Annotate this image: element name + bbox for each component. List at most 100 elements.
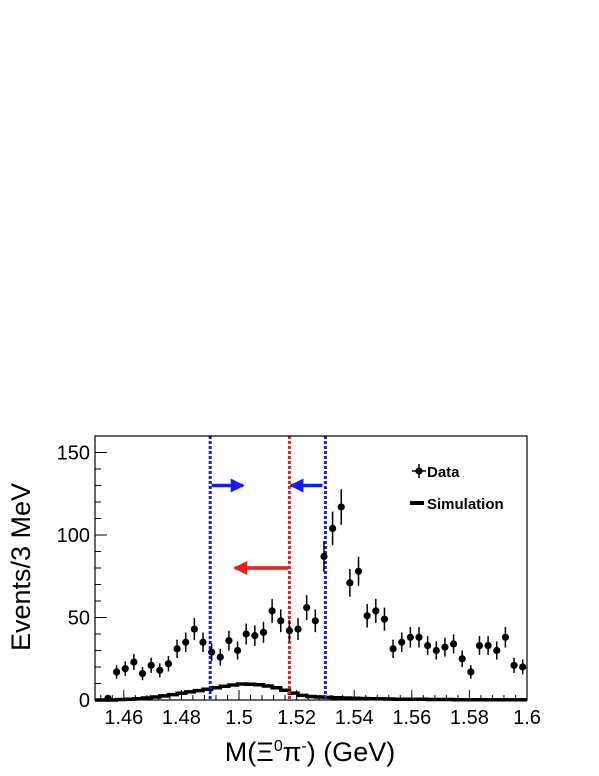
data-point-marker <box>363 612 371 620</box>
data-point-marker <box>216 653 224 661</box>
data-point <box>398 632 406 652</box>
data-point <box>458 650 466 667</box>
tick-labels: 1.46 1.48 1.5 1.52 1.54 1.56 1.58 1.6 0 50 100 150 <box>57 443 541 730</box>
x-tick-label: 1.5 <box>225 707 253 729</box>
data-point-marker <box>113 668 121 676</box>
legend-data-marker <box>415 467 423 475</box>
data-point <box>268 598 276 623</box>
data-point <box>294 618 302 640</box>
y-axis-title: Events/3 MeV <box>6 483 36 651</box>
data-point-marker <box>510 661 518 669</box>
data-point-marker <box>406 633 414 641</box>
x-tick-label: 1.58 <box>450 707 489 729</box>
legend: Data Simulation <box>410 464 504 513</box>
data-point-marker <box>173 645 181 653</box>
data-point-marker <box>467 668 475 676</box>
data-point <box>208 643 216 662</box>
data-point-marker <box>372 607 380 615</box>
data-point <box>216 648 224 666</box>
x-tick-label: 1.54 <box>335 707 374 729</box>
data-point <box>182 632 190 652</box>
data-point <box>380 607 389 631</box>
data-point-marker <box>251 632 259 640</box>
data-point <box>285 619 293 642</box>
data-point <box>277 609 285 633</box>
data-point <box>113 665 121 679</box>
data-point-marker <box>138 670 147 678</box>
data-point <box>199 632 207 652</box>
data-point <box>406 627 414 648</box>
data-point-marker <box>458 655 466 663</box>
data-point-marker <box>285 627 293 635</box>
data-points <box>104 489 527 702</box>
data-point-marker <box>415 633 423 641</box>
data-point <box>475 636 484 655</box>
data-point <box>190 618 198 640</box>
data-point-marker <box>242 630 250 638</box>
data-point-marker <box>164 660 173 668</box>
data-point-marker <box>475 641 484 650</box>
data-point <box>449 634 458 654</box>
data-point-marker <box>294 625 302 633</box>
data-point-marker <box>225 637 233 645</box>
data-point <box>484 636 492 655</box>
data-point-marker <box>398 638 406 646</box>
x-tick-label: 1.52 <box>277 707 316 729</box>
data-point-marker <box>493 646 501 655</box>
x-tick-label: 1.46 <box>104 707 143 729</box>
data-point <box>173 639 181 659</box>
data-point-marker <box>337 503 345 511</box>
data-point-marker <box>303 604 311 612</box>
data-point-marker <box>104 694 112 702</box>
data-point <box>432 641 440 660</box>
data-point <box>493 641 501 660</box>
data-point-marker <box>268 607 276 615</box>
data-point <box>259 621 268 643</box>
data-point <box>130 654 138 670</box>
data-point <box>424 636 432 655</box>
data-point-marker <box>233 646 242 655</box>
data-point <box>138 667 147 681</box>
data-point <box>372 598 380 623</box>
data-point-marker <box>311 617 319 625</box>
data-point-marker <box>156 666 164 674</box>
data-point-marker <box>389 645 397 653</box>
data-point-marker <box>354 567 363 575</box>
data-point <box>104 694 112 702</box>
data-point-marker <box>380 615 389 623</box>
x-axis-title: M(Ξ0π-) (GeV) <box>225 737 395 767</box>
cut-arrows <box>211 478 323 575</box>
data-point-marker <box>449 640 458 648</box>
y-tick-label: 0 <box>79 690 90 712</box>
data-point <box>242 623 250 645</box>
data-point-marker <box>484 641 492 650</box>
data-point <box>441 637 449 657</box>
data-point <box>329 511 337 546</box>
data-point <box>121 661 129 676</box>
data-point <box>311 609 319 633</box>
data-point <box>510 657 518 673</box>
simulation-histogram <box>95 682 527 702</box>
axes <box>94 435 528 701</box>
data-point-marker <box>432 646 440 655</box>
data-point-marker <box>182 638 190 646</box>
data-point <box>225 630 233 651</box>
data-point <box>320 541 328 572</box>
data-point-marker <box>320 552 328 561</box>
legend-data-label: Data <box>427 464 460 481</box>
x-tick-label: 1.48 <box>162 707 201 729</box>
data-point-marker <box>147 661 155 669</box>
data-point <box>303 595 311 620</box>
data-point-marker <box>190 625 198 633</box>
data-point-marker <box>199 638 207 646</box>
data-point-marker <box>424 641 432 650</box>
data-point-marker <box>519 663 527 671</box>
data-point-marker <box>501 633 509 641</box>
data-point <box>354 556 363 586</box>
y-tick-label: 100 <box>57 525 90 547</box>
legend-simulation-label: Simulation <box>427 496 504 513</box>
data-point-marker <box>329 524 337 533</box>
data-point-marker <box>277 617 285 625</box>
data-point-marker <box>346 579 354 587</box>
